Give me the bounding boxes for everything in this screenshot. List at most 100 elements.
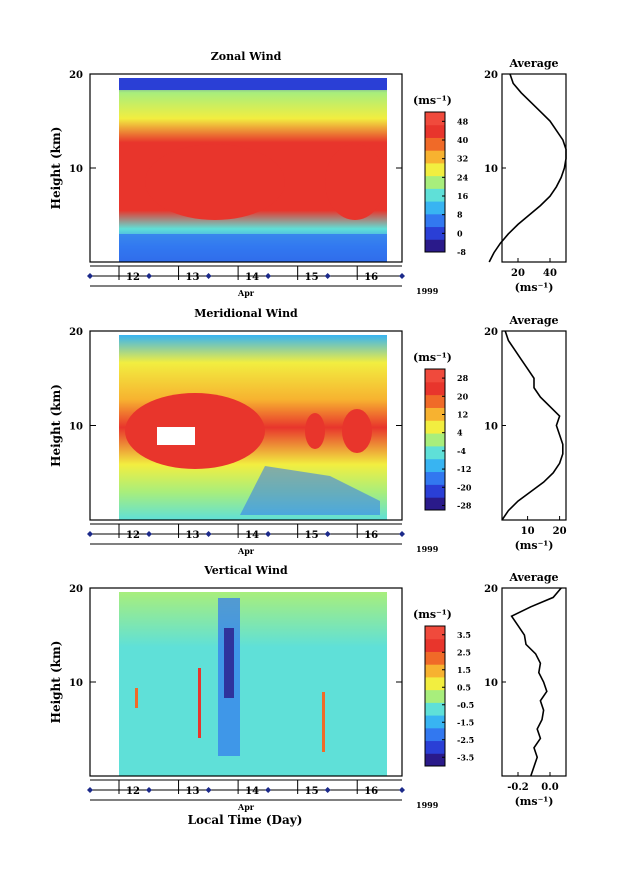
colorbar-swatch [425, 445, 445, 460]
year-label: 1999 [416, 800, 439, 810]
colorbar-swatch [425, 394, 445, 408]
colorbar-swatch [425, 638, 445, 652]
avg-unit: (ms⁻¹) [515, 281, 554, 294]
colorbar-swatch [425, 239, 445, 253]
x-tick-label: 13 [186, 786, 200, 797]
colorbar-label: 24 [457, 172, 469, 182]
colorbar-swatch [425, 740, 445, 754]
colorbar-label: 40 [457, 135, 469, 145]
year-label: 1999 [416, 544, 439, 554]
minor-tick-marker [324, 531, 331, 537]
x-tick-label: 13 [186, 530, 200, 541]
downdraft-core [224, 628, 234, 698]
colorbar-label: -2.5 [457, 735, 474, 745]
colorbar-label: 2.5 [457, 647, 471, 657]
avg-unit: (ms⁻¹) [515, 795, 554, 808]
colorbar-swatch [425, 407, 445, 421]
avg-unit: (ms⁻¹) [515, 539, 554, 552]
y-axis-label: Height (km) [49, 384, 63, 467]
mid-core [305, 413, 325, 449]
average-title: Average [508, 57, 558, 70]
y-tick-label: 10 [69, 678, 83, 689]
jet-core-east [325, 144, 385, 220]
panel-1: Meridional Wind 10 20 Height (km) 12 13 14 15 16… [49, 307, 567, 556]
panel-0: Zonal Wind 10 20 Height (km) 12 13 14 15 16 Apr 19… [49, 50, 567, 298]
colorbar-swatch [425, 676, 445, 691]
minor-tick-marker [205, 787, 212, 793]
colorbar-swatch [425, 150, 445, 164]
minor-tick-marker [146, 273, 152, 279]
y-axis-label: Height (km) [49, 127, 63, 210]
minor-tick-marker [205, 531, 212, 537]
lower-band [119, 234, 387, 262]
minor-tick-marker [399, 273, 405, 279]
colorbar-frame [424, 111, 446, 253]
avg-y-tick-label: 10 [484, 678, 498, 689]
colorbar-swatch [425, 753, 445, 767]
colorbar-unit: (ms⁻¹) [413, 94, 452, 107]
x-tick-label: 16 [364, 530, 378, 541]
x-tick-label: 16 [364, 786, 378, 797]
x-tick-label: 14 [245, 786, 259, 797]
avg-x-tick-label: 40 [543, 268, 557, 279]
minor-tick-marker [205, 273, 212, 279]
y-axis-label: Height (km) [49, 641, 63, 724]
colorbar-frame [424, 368, 446, 511]
y-tick-label: 20 [69, 70, 83, 81]
colorbar-swatch [425, 727, 445, 742]
average-title: Average [508, 314, 558, 327]
minor-tick-marker [87, 273, 93, 279]
chart-title: Vertical Wind [203, 564, 288, 577]
colorbar-swatch [425, 381, 445, 396]
avg-x-tick-label: 10 [521, 526, 535, 537]
colorbar-swatch [425, 458, 445, 473]
y-tick-label: 10 [69, 164, 83, 175]
colorbar-swatch [425, 702, 445, 716]
colorbar-label: 1.5 [457, 665, 471, 675]
x-tick-label: 15 [305, 530, 319, 541]
colorbar-label: -0.5 [457, 700, 474, 710]
x-month-label: Apr [237, 546, 255, 556]
colorbar-label: 32 [457, 154, 468, 164]
colorbar-swatch [425, 213, 445, 228]
colorbar-swatch [425, 420, 445, 434]
minor-tick-marker [265, 787, 272, 793]
jet-core-west [145, 144, 285, 220]
colorbar-label: -4 [457, 446, 466, 456]
x-tick-label: 14 [245, 272, 259, 283]
x-tick-label: 15 [305, 272, 319, 283]
x-tick-label: 12 [126, 530, 140, 541]
colorbar-swatch [425, 497, 445, 511]
minor-tick-marker [399, 787, 405, 793]
colorbar-swatch [425, 369, 445, 383]
chart-title: Zonal Wind [211, 50, 282, 63]
colorbar-swatch [425, 162, 445, 177]
colorbar-label: 16 [457, 191, 469, 201]
x-month-label: Apr [237, 802, 255, 812]
x-axis-title: Local Time (Day) [188, 813, 303, 827]
minor-tick-marker [146, 531, 152, 537]
colorbar-swatch [425, 626, 445, 640]
colorbar-swatch [425, 433, 445, 447]
colorbar-label: -20 [457, 482, 472, 492]
colorbar-swatch [425, 201, 445, 215]
colorbar-label: -1.5 [457, 717, 474, 727]
colorbar-label: -3.5 [457, 752, 474, 762]
northerly-region [240, 466, 380, 515]
upper-easterly [119, 78, 387, 90]
colorbar-swatch [425, 226, 445, 240]
colorbar-swatch [425, 175, 445, 189]
colorbar-swatch [425, 188, 445, 202]
average-frame [501, 73, 567, 263]
minor-tick-marker [399, 531, 405, 537]
colorbar-label: 48 [457, 116, 469, 126]
y-tick-label: 10 [69, 422, 83, 433]
colorbar-swatch [425, 651, 445, 665]
colorbar-unit: (ms⁻¹) [413, 351, 452, 364]
minor-tick-marker [146, 787, 152, 793]
minor-tick-marker [324, 787, 331, 793]
colorbar-label: -8 [457, 247, 466, 257]
colorbar-frame [424, 625, 446, 767]
minor-tick-marker [265, 531, 272, 537]
